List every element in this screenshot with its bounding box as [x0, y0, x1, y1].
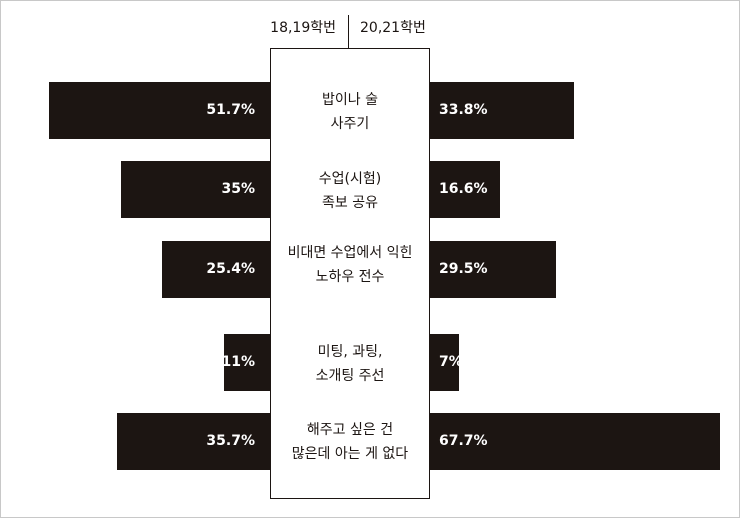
category-label-line: 많은데 아는 게 없다: [291, 446, 409, 462]
bar-right-4: 67.7%: [429, 413, 721, 470]
category-label-line: 수업(시험): [318, 171, 382, 187]
bar-left-value-3: 11%: [221, 354, 255, 370]
category-label-line: 소개팅 주선: [315, 368, 385, 384]
legend-series-right: 20,21학번: [360, 20, 426, 36]
bar-left-3: 11%: [221, 334, 271, 391]
category-label-line: 족보 공유: [322, 195, 378, 211]
legend-series-left: 18,19학번: [270, 20, 336, 36]
bar-left-value-1: 35%: [221, 181, 255, 197]
category-label-line: 비대면 수업에서 익힌: [287, 245, 413, 261]
bar-right-value-0: 33.8%: [439, 102, 488, 118]
category-label-line: 사주기: [330, 116, 370, 132]
bar-right-0: 33.8%: [429, 82, 575, 139]
category-label-line: 해주고 싶은 건: [306, 422, 394, 438]
category-label-line: 미팅, 과팅,: [317, 344, 383, 360]
bar-right-value-1: 16.6%: [439, 181, 488, 197]
bar-right-value-2: 29.5%: [439, 261, 488, 277]
bar-right-1: 16.6%: [429, 161, 501, 218]
category-label-3: 미팅, 과팅, 소개팅 주선: [271, 340, 429, 388]
category-column: [270, 48, 430, 499]
legend-divider: [348, 15, 349, 48]
bar-left-value-0: 51.7%: [206, 102, 255, 118]
bar-left-value-2: 25.4%: [206, 261, 255, 277]
bar-left-2: 25.4%: [161, 241, 271, 298]
bar-right-value-3: 7%: [439, 354, 463, 370]
bar-right-value-4: 67.7%: [439, 433, 488, 449]
bar-left-1: 35%: [120, 161, 271, 218]
category-label-line: 노하우 전수: [315, 269, 385, 285]
bar-right-2: 29.5%: [429, 241, 556, 298]
category-label-line: 밥이나 술: [322, 92, 378, 108]
category-label-1: 수업(시험) 족보 공유: [271, 167, 429, 215]
bar-right-3: 7%: [429, 334, 463, 391]
bar-left-4: 35.7%: [117, 413, 271, 470]
bar-left-0: 51.7%: [48, 82, 271, 139]
bar-left-value-4: 35.7%: [206, 433, 255, 449]
